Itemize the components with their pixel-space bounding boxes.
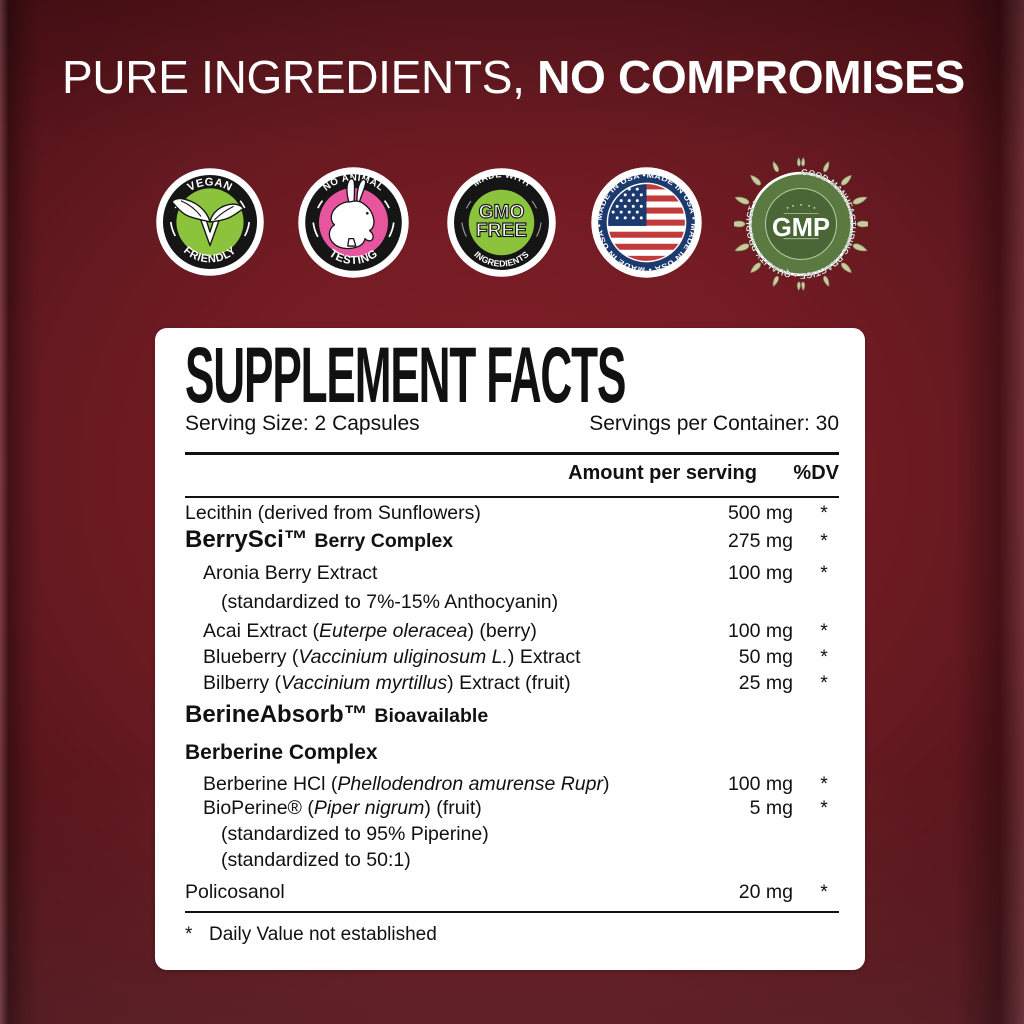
svg-text:FREE: FREE xyxy=(475,220,526,241)
svg-text:GMP: GMP xyxy=(772,214,830,242)
svg-text:GMO: GMO xyxy=(478,201,524,222)
